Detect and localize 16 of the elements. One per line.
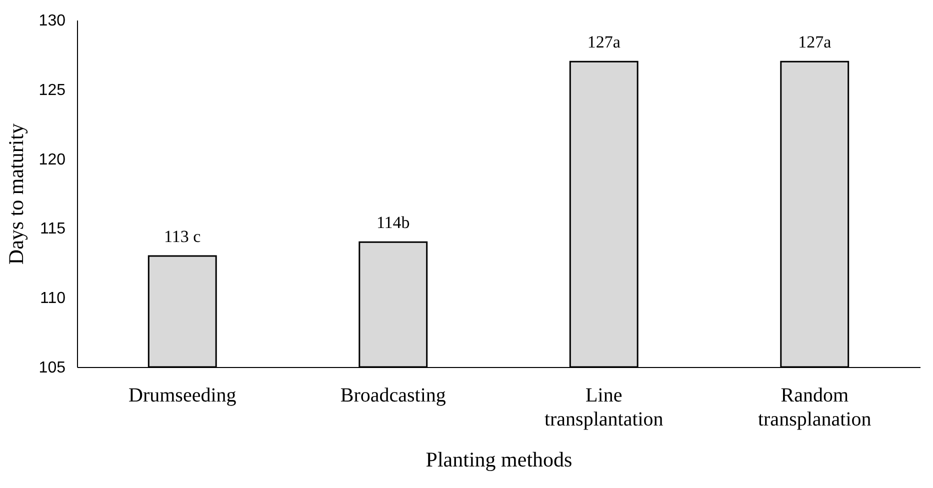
x-axis-title: Planting methods <box>426 448 572 472</box>
data-label: 114b <box>376 213 410 232</box>
y-tick-label: 130 <box>38 12 66 30</box>
x-tick-label: Line transplantation <box>544 384 664 430</box>
y-tick-label: 120 <box>38 151 66 168</box>
y-axis-title: Days to maturity <box>4 122 28 265</box>
data-label: 127a <box>587 32 621 52</box>
x-tick-label: Drumseeding <box>128 384 236 406</box>
data-label: 127a <box>798 32 832 52</box>
x-tick-label: Broadcasting <box>340 384 446 406</box>
y-tick-label: 125 <box>38 82 66 99</box>
y-tick-label: 105 <box>38 360 66 376</box>
x-tick-label: Random transplanation <box>758 384 872 430</box>
y-tick-label: 110 <box>40 290 66 308</box>
data-label: 113 c <box>164 226 202 246</box>
y-tick-label: 115 <box>40 220 66 238</box>
